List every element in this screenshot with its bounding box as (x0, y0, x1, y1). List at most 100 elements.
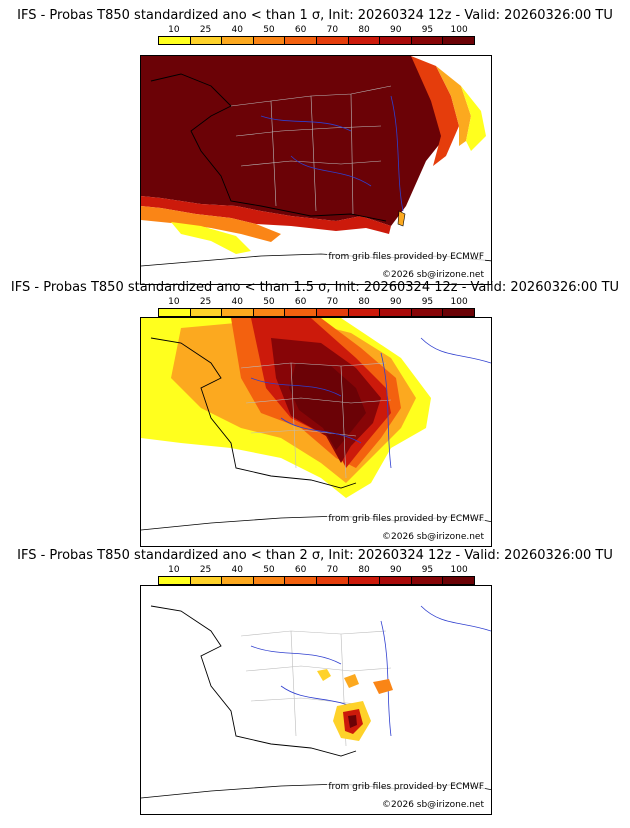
colorbar-segment (348, 37, 381, 44)
colorbar-tick-label: 60 (294, 565, 307, 575)
colorbar-segment (380, 309, 412, 316)
colorbar-tick-label: 70 (326, 565, 339, 575)
prob-spot-alps (344, 674, 359, 688)
prob-area-50 (141, 206, 281, 242)
panel-1: IFS - Probas T850 standardized ano < tha… (0, 8, 630, 285)
colorbar-tick-label: 40 (231, 297, 243, 307)
colorbar-segment (285, 577, 317, 584)
prob-area-southeast-max (348, 715, 357, 728)
colorbar-tick-label: 60 (294, 25, 307, 35)
colorbar-segment (411, 309, 444, 316)
colorbar-tick-label: 70 (326, 25, 339, 35)
colorbar-tick-label: 70 (326, 297, 339, 307)
rivers (250, 605, 491, 737)
colorbar-segment (380, 577, 412, 584)
source-credit: from grib files provided by ECMWF (327, 514, 485, 525)
colorbar-segment (380, 37, 412, 44)
copyright-credit: ©2026 sb@irizone.net (381, 800, 485, 811)
prob-area-100 (289, 363, 366, 450)
region-boundaries (230, 85, 392, 215)
rivers (260, 95, 404, 212)
corsica-island (397, 210, 406, 227)
colorbar-segment (159, 577, 191, 584)
probability-map: from grib files provided by ECMWF ©2026 … (140, 585, 492, 815)
source-credit: from grib files provided by ECMWF (327, 782, 485, 793)
colorbar-tick-label: 25 (199, 565, 212, 575)
colorbar-tick-label: 40 (231, 25, 243, 35)
prob-area-100 (141, 56, 446, 226)
colorbar-segment (190, 309, 223, 316)
colorbar-tick-label: 10 (168, 565, 180, 575)
source-credit: from grib files provided by ECMWF (327, 252, 485, 263)
coastline (150, 73, 387, 222)
colorbar-tick-label: 40 (231, 565, 243, 575)
colorbar-tick-label: 100 (450, 297, 468, 307)
colorbar-tick-label: 50 (263, 565, 275, 575)
colorbar-segment (285, 37, 317, 44)
colorbar-segment (411, 577, 444, 584)
colorbar-segment (190, 37, 223, 44)
colorbar-tick-label: 50 (263, 297, 275, 307)
copyright-credit: ©2026 sb@irizone.net (381, 532, 485, 543)
colorbar-tick-label: 95 (421, 297, 434, 307)
map-graphic (141, 56, 491, 267)
colorbar-segment (411, 37, 444, 44)
region-boundaries (240, 362, 392, 479)
colorbar-segment (159, 309, 191, 316)
colorbar-tick-label: 10 (168, 297, 180, 307)
colorbar-segment (222, 577, 254, 584)
map-graphic (141, 605, 491, 799)
panel-title: IFS - Probas T850 standardized ano < tha… (17, 548, 613, 563)
colorbar-tick-label: 50 (263, 25, 275, 35)
prob-area-10 (171, 222, 251, 254)
copyright-credit: ©2026 sb@irizone.net (381, 270, 485, 281)
colorbar-tick-label: 10 (168, 25, 180, 35)
colorbar-tick-label: 90 (390, 297, 402, 307)
colorbar-ticks: 10 25 40 50 60 70 80 90 95 100 (158, 25, 475, 37)
rivers (250, 337, 491, 469)
region-boundaries (240, 630, 392, 747)
prob-area-70-east (411, 56, 459, 166)
colorbar-tick-label: 80 (358, 565, 370, 575)
prob-spot-east (373, 679, 393, 694)
colorbar-segment (159, 37, 191, 44)
colorbar-segment (253, 309, 286, 316)
colorbar-tick-label: 90 (390, 565, 402, 575)
colorbar (158, 308, 475, 317)
colorbar-tick-label: 60 (294, 297, 307, 307)
colorbar-segment (222, 309, 254, 316)
colorbar-segment (443, 37, 474, 44)
colorbar-tick-label: 95 (421, 565, 434, 575)
colorbar-tick-label: 25 (199, 297, 212, 307)
colorbar-tick-label: 90 (390, 25, 402, 35)
colorbar-segment (316, 577, 349, 584)
prob-area-10-east (461, 86, 486, 151)
probability-map: from grib files provided by ECMWF ©2026 … (140, 55, 492, 285)
colorbar (158, 36, 475, 45)
colorbar-tick-label: 100 (450, 25, 468, 35)
colorbar-segment (285, 309, 317, 316)
colorbar-tick-label: 80 (358, 25, 370, 35)
panel-title: IFS - Probas T850 standardized ano < tha… (17, 8, 613, 23)
colorbar-segment (253, 37, 286, 44)
colorbar-ticks: 10 25 40 50 60 70 80 90 95 100 (158, 565, 475, 577)
colorbar-tick-label: 80 (358, 297, 370, 307)
colorbar-segment (316, 309, 349, 316)
colorbar-segment (443, 577, 474, 584)
colorbar-tick-label: 95 (421, 25, 434, 35)
panel-2: IFS - Probas T850 standardized ano < tha… (0, 280, 630, 550)
prob-area-40-east (436, 66, 471, 146)
colorbar-segment (348, 577, 381, 584)
colorbar-segment (190, 577, 223, 584)
colorbar-ticks: 10 25 40 50 60 70 80 90 95 100 (158, 297, 475, 309)
colorbar-segment (316, 37, 349, 44)
prob-area-90 (141, 196, 391, 234)
panel-title: IFS - Probas T850 standardized ano < tha… (10, 280, 620, 295)
coastline (150, 605, 357, 757)
colorbar-segment (348, 309, 381, 316)
colorbar (158, 576, 475, 585)
map-graphic (141, 318, 491, 531)
prob-spot-north (317, 669, 331, 681)
colorbar-tick-label: 25 (199, 25, 212, 35)
colorbar-segment (443, 309, 474, 316)
